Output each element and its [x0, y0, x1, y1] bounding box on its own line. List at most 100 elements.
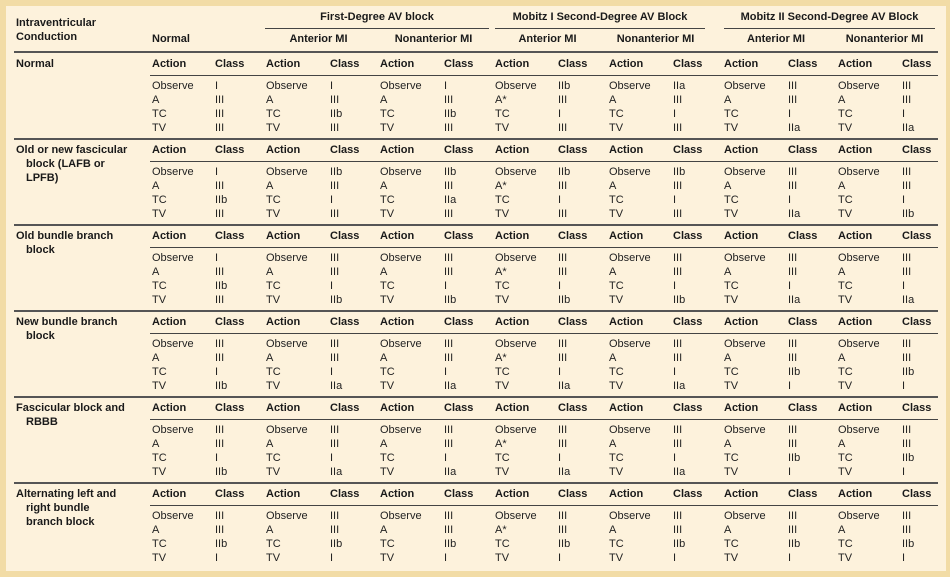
action-header: Action	[724, 144, 759, 156]
action-cell: A*	[495, 524, 507, 536]
class-header: Class	[788, 144, 818, 156]
action-cell: Observe	[152, 338, 194, 350]
class-header: Class	[444, 230, 474, 242]
action-cell: TC	[495, 194, 510, 206]
action-header: Action	[724, 58, 759, 70]
class-cell: III	[788, 424, 798, 436]
action-cell: TC	[724, 452, 739, 464]
row-label: RBBB	[26, 416, 58, 428]
action-cell: Observe	[838, 166, 880, 178]
row-label: Normal	[16, 58, 54, 70]
class-header: Class	[558, 402, 588, 414]
class-cell: III	[673, 266, 683, 278]
action-cell: TC	[724, 280, 739, 292]
class-header: Class	[902, 230, 932, 242]
action-cell: TC	[266, 538, 281, 550]
class-cell: III	[902, 524, 912, 536]
class-cell: III	[215, 338, 225, 350]
action-cell: TV	[724, 380, 739, 392]
subheader-rule	[150, 161, 938, 162]
action-cell: Observe	[266, 80, 308, 92]
class-header: Class	[215, 488, 245, 500]
class-cell: I	[788, 194, 792, 206]
class-cell: III	[558, 424, 568, 436]
class-cell: III	[558, 266, 568, 278]
row-rule	[14, 138, 938, 140]
class-cell: III	[558, 94, 568, 106]
class-cell: III	[788, 94, 798, 106]
action-cell: TV	[266, 122, 281, 134]
class-header: Class	[558, 230, 588, 242]
class-cell: I	[215, 80, 219, 92]
class-cell: I	[902, 380, 906, 392]
class-cell: IIa	[902, 122, 915, 134]
action-cell: Observe	[495, 338, 537, 350]
action-header: Action	[609, 144, 644, 156]
action-cell: Observe	[495, 510, 537, 522]
class-header: Class	[558, 316, 588, 328]
class-cell: I	[330, 80, 334, 92]
class-cell: III	[444, 352, 454, 364]
action-header: Action	[838, 488, 873, 500]
class-header: Class	[673, 58, 703, 70]
class-cell: I	[444, 452, 448, 464]
class-cell: III	[788, 510, 798, 522]
action-cell: Observe	[266, 252, 308, 264]
action-header: Action	[266, 488, 301, 500]
class-cell: III	[902, 352, 912, 364]
action-cell: TV	[724, 208, 739, 220]
action-cell: TV	[495, 208, 510, 220]
action-cell: Observe	[609, 252, 651, 264]
action-cell: TV	[266, 552, 281, 564]
action-header: Action	[152, 230, 187, 242]
action-header: Action	[495, 402, 530, 414]
class-cell: III	[902, 438, 912, 450]
class-header: Class	[558, 58, 588, 70]
class-header: Class	[330, 488, 360, 500]
action-header: Action	[609, 402, 644, 414]
action-header: Action	[724, 316, 759, 328]
class-cell: IIb	[558, 80, 571, 92]
class-header: Class	[788, 488, 818, 500]
action-cell: TC	[838, 108, 853, 120]
class-header: Class	[673, 488, 703, 500]
class-cell: III	[788, 180, 798, 192]
class-cell: III	[330, 338, 340, 350]
class-cell: III	[673, 180, 683, 192]
class-header: Class	[558, 488, 588, 500]
action-cell: TC	[724, 194, 739, 206]
action-cell: A	[609, 180, 617, 192]
group-header: Mobitz I Second-Degree AV Block	[512, 11, 688, 23]
class-cell: IIb	[215, 538, 228, 550]
class-cell: III	[673, 338, 683, 350]
action-cell: Observe	[380, 424, 422, 436]
class-cell: III	[902, 80, 912, 92]
action-cell: Observe	[724, 252, 766, 264]
action-cell: TC	[609, 108, 624, 120]
class-header: Class	[215, 144, 245, 156]
action-cell: TV	[609, 466, 624, 478]
action-cell: TC	[380, 280, 395, 292]
action-cell: A	[609, 352, 617, 364]
class-cell: I	[215, 166, 219, 178]
action-header: Action	[838, 402, 873, 414]
group-underline	[724, 28, 935, 29]
action-cell: Observe	[724, 338, 766, 350]
action-cell: A	[609, 266, 617, 278]
class-cell: III	[788, 352, 798, 364]
action-cell: Observe	[724, 510, 766, 522]
class-cell: IIb	[215, 380, 228, 392]
action-cell: TV	[495, 466, 510, 478]
class-cell: I	[673, 552, 677, 564]
action-cell: TV	[838, 380, 853, 392]
class-cell: III	[330, 122, 340, 134]
class-cell: III	[444, 252, 454, 264]
class-cell: IIa	[558, 466, 571, 478]
class-cell: IIb	[788, 538, 801, 550]
corner-header-line: Intraventricular	[16, 17, 97, 29]
action-cell: A	[838, 94, 846, 106]
class-cell: III	[444, 94, 454, 106]
action-header: Action	[380, 144, 415, 156]
action-cell: TV	[152, 122, 167, 134]
class-cell: I	[330, 366, 334, 378]
